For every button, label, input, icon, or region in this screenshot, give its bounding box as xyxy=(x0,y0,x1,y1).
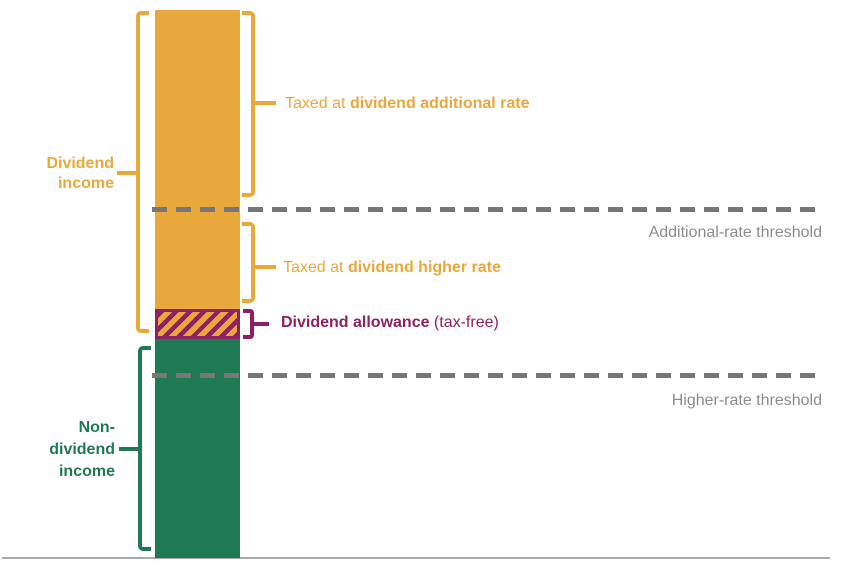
dividend-allowance-bracket xyxy=(243,309,254,339)
additional-rate-callout-prefix: Taxed at xyxy=(285,95,350,112)
bar-segment-non-dividend-income xyxy=(155,339,240,558)
non-dividend-income-label-line2: dividend xyxy=(49,441,115,458)
additional-rate-callout: Taxed at dividend additional rate xyxy=(285,95,530,113)
dividend-income-label: Dividend income xyxy=(18,154,114,194)
additional-rate-threshold-dashed-line xyxy=(152,207,818,212)
dividend-income-label-line1: Dividend xyxy=(46,155,114,172)
additional-rate-bracket xyxy=(242,11,255,197)
bar-segment-dividend-allowance-hatched xyxy=(155,309,240,339)
additional-rate-threshold-label: Additional-rate threshold xyxy=(648,224,822,241)
non-dividend-income-bracket xyxy=(138,346,151,551)
higher-rate-threshold-dashed-line xyxy=(152,373,818,378)
higher-rate-bracket xyxy=(242,222,255,303)
non-dividend-income-label-line3: income xyxy=(58,463,115,480)
non-dividend-income-label-line1: Non- xyxy=(78,419,115,436)
dividend-allowance-callout: Dividend allowance (tax-free) xyxy=(281,314,499,332)
additional-rate-callout-bold: dividend additional rate xyxy=(349,95,530,112)
higher-rate-callout: Taxed at dividend higher rate xyxy=(283,259,501,277)
additional-rate-bracket-tick xyxy=(255,101,276,105)
higher-rate-threshold-label: Higher-rate threshold xyxy=(671,392,822,409)
dividend-income-bracket xyxy=(136,11,149,333)
non-dividend-income-bracket-tick xyxy=(119,447,138,451)
higher-rate-callout-prefix: Taxed at xyxy=(283,259,348,276)
dividend-income-label-line2: income xyxy=(57,175,114,192)
non-dividend-income-label: Non- dividend income xyxy=(18,417,115,483)
dividend-allowance-bracket-tick xyxy=(254,322,269,326)
higher-rate-callout-bold: dividend higher rate xyxy=(347,259,501,276)
bar-segment-dividend-additional-rate xyxy=(155,10,240,309)
dividend-allowance-callout-suffix: (tax-free) xyxy=(429,314,499,331)
baseline-axis xyxy=(2,557,830,559)
higher-rate-bracket-tick xyxy=(255,265,276,269)
dividend-allowance-callout-bold: Dividend allowance xyxy=(281,314,430,331)
dividend-income-bracket-tick xyxy=(117,171,136,175)
